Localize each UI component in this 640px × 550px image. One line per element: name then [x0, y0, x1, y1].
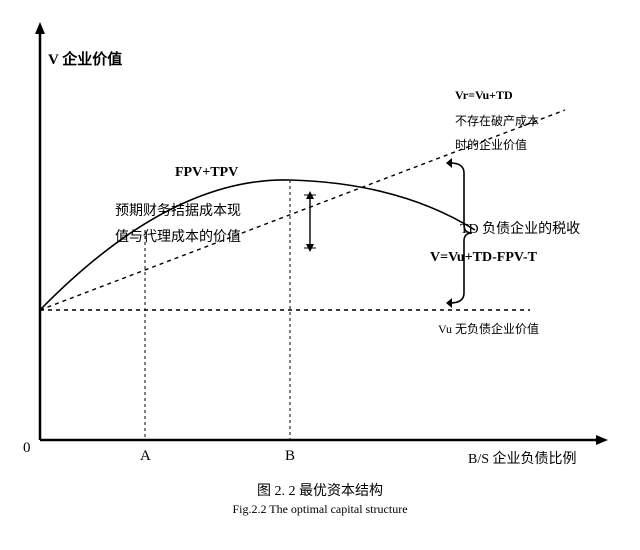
caption-zh: 图 2. 2 最优资本结构 [0, 480, 640, 500]
caption-en: Fig.2.2 The optimal capital structure [0, 502, 640, 517]
v-equation-label: V=Vu+TD-FPV-T [430, 250, 537, 266]
tick-a-label: A [140, 448, 151, 465]
x-axis-label: B/S 企业负债比例 [468, 448, 577, 468]
origin-label: 0 [23, 440, 31, 457]
expected-cost-line1: 预期财务拮据成本现 [115, 200, 241, 220]
no-bankrupt-line2: 时的企业价值 [455, 136, 527, 153]
tick-b-label: B [285, 448, 295, 465]
expected-cost-line2: 值与代理成本的价值 [115, 226, 241, 246]
vu-label: Vu 无负债企业价值 [438, 320, 539, 337]
no-bankrupt-line1: 不存在破产成本 [455, 112, 539, 129]
fpv-tpv-label: FPV+TPV [175, 165, 238, 181]
vr-equation-label: Vr=Vu+TD [455, 88, 513, 103]
td-label: TD 负债企业的税收 [460, 218, 580, 238]
y-axis-label: V 企业价值 [48, 48, 122, 69]
